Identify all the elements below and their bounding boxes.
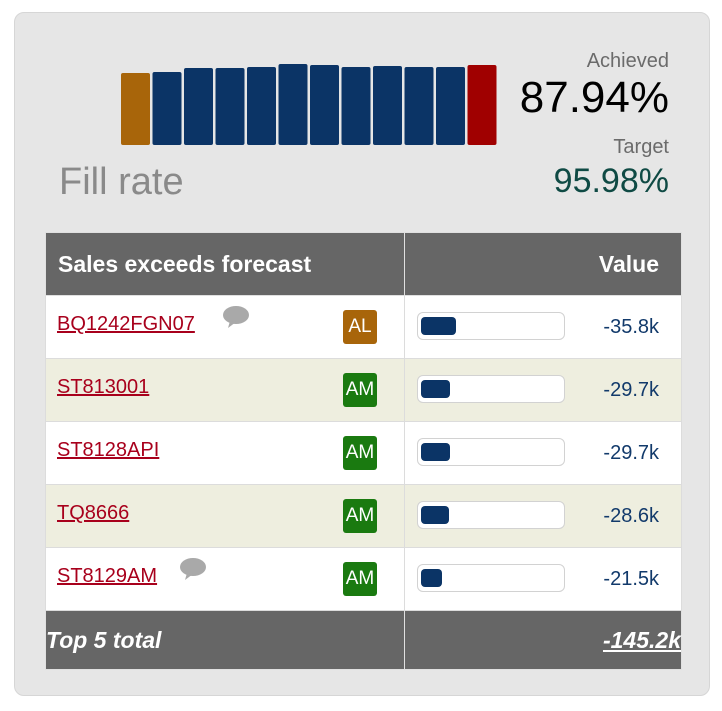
value-bar-fill: [421, 380, 450, 398]
achieved-value: 87.94%: [519, 73, 669, 122]
name-cell: ST813001 AM: [45, 358, 405, 422]
value-cell: -29.7k: [404, 358, 682, 422]
sparkline-chart: [121, 64, 497, 145]
table-row: ST8128API AM -29.7k: [45, 421, 682, 485]
sparkline-bar: [436, 67, 465, 145]
sparkline-bar: [215, 68, 245, 145]
table-row: ST813001 AM -29.7k: [45, 358, 682, 422]
product-link[interactable]: ST813001: [57, 376, 150, 398]
table-row: BQ1242FGN07 AL -35.8k: [45, 295, 682, 359]
kpi-title: Fill rate: [59, 161, 184, 203]
column-header-value[interactable]: Value: [404, 232, 682, 296]
name-cell: TQ8666 AM: [45, 484, 405, 548]
sparkline-bar: [310, 65, 339, 145]
table-row: ST8129AM AM -21.5k: [45, 547, 682, 611]
value-bar: [417, 564, 565, 592]
sparkline-bar: [184, 68, 213, 145]
value-cell: -35.8k: [404, 295, 682, 359]
product-link[interactable]: ST8128API: [57, 439, 160, 461]
product-link[interactable]: ST8129AM: [57, 565, 158, 587]
target-value: 95.98%: [553, 162, 669, 200]
column-header-name[interactable]: Sales exceeds forecast: [45, 232, 405, 296]
product-link[interactable]: BQ1242FGN07: [57, 313, 195, 335]
value-text: -29.7k: [603, 379, 659, 401]
sales-table: Sales exceeds forecast Value BQ1242FGN07…: [45, 232, 682, 670]
value-text: -21.5k: [603, 568, 659, 590]
total-value-link[interactable]: -145.2k: [404, 610, 682, 670]
value-cell: -29.7k: [404, 421, 682, 485]
value-text: -35.8k: [603, 316, 659, 338]
sparkline-bar: [247, 67, 276, 145]
value-bar-fill: [421, 443, 450, 461]
owner-badge[interactable]: AL: [343, 310, 377, 344]
product-link[interactable]: TQ8666: [57, 502, 130, 524]
sparkline-bar: [278, 64, 308, 145]
name-cell: ST8128API AM: [45, 421, 405, 485]
value-bar-fill: [421, 569, 442, 587]
total-row: Top 5 total -145.2k: [45, 610, 682, 670]
value-cell: -21.5k: [404, 547, 682, 611]
value-bar: [417, 312, 565, 340]
value-cell: -28.6k: [404, 484, 682, 548]
value-bar: [417, 501, 565, 529]
sparkline-bar: [152, 72, 182, 145]
kpi-summary: Achieved 87.94% Target 95.98%: [409, 51, 669, 201]
total-label: Top 5 total: [45, 610, 405, 670]
name-cell: ST8129AM AM: [45, 547, 405, 611]
owner-badge[interactable]: AM: [343, 373, 377, 407]
value-text: -29.7k: [603, 442, 659, 464]
sparkline-bar: [467, 65, 497, 145]
target-label: Target: [613, 136, 669, 158]
table-row: TQ8666 AM -28.6k: [45, 484, 682, 548]
table-header-row: Sales exceeds forecast Value: [45, 232, 682, 296]
speech-bubble-icon[interactable]: [179, 557, 207, 587]
owner-badge[interactable]: AM: [343, 436, 377, 470]
name-cell: BQ1242FGN07 AL: [45, 295, 405, 359]
value-bar: [417, 438, 565, 466]
sparkline-bar: [373, 66, 402, 145]
owner-badge[interactable]: AM: [343, 562, 377, 596]
sparkline-bar: [121, 73, 150, 145]
value-text: -28.6k: [603, 505, 659, 527]
achieved-label: Achieved: [586, 50, 669, 72]
sparkline-bar: [404, 67, 434, 145]
sparkline-bar: [341, 67, 371, 145]
speech-bubble-icon[interactable]: [222, 305, 250, 335]
owner-badge[interactable]: AM: [343, 499, 377, 533]
value-bar-fill: [421, 506, 449, 524]
value-bar-fill: [421, 317, 456, 335]
sparkline-bars: [121, 61, 499, 145]
value-bar: [417, 375, 565, 403]
